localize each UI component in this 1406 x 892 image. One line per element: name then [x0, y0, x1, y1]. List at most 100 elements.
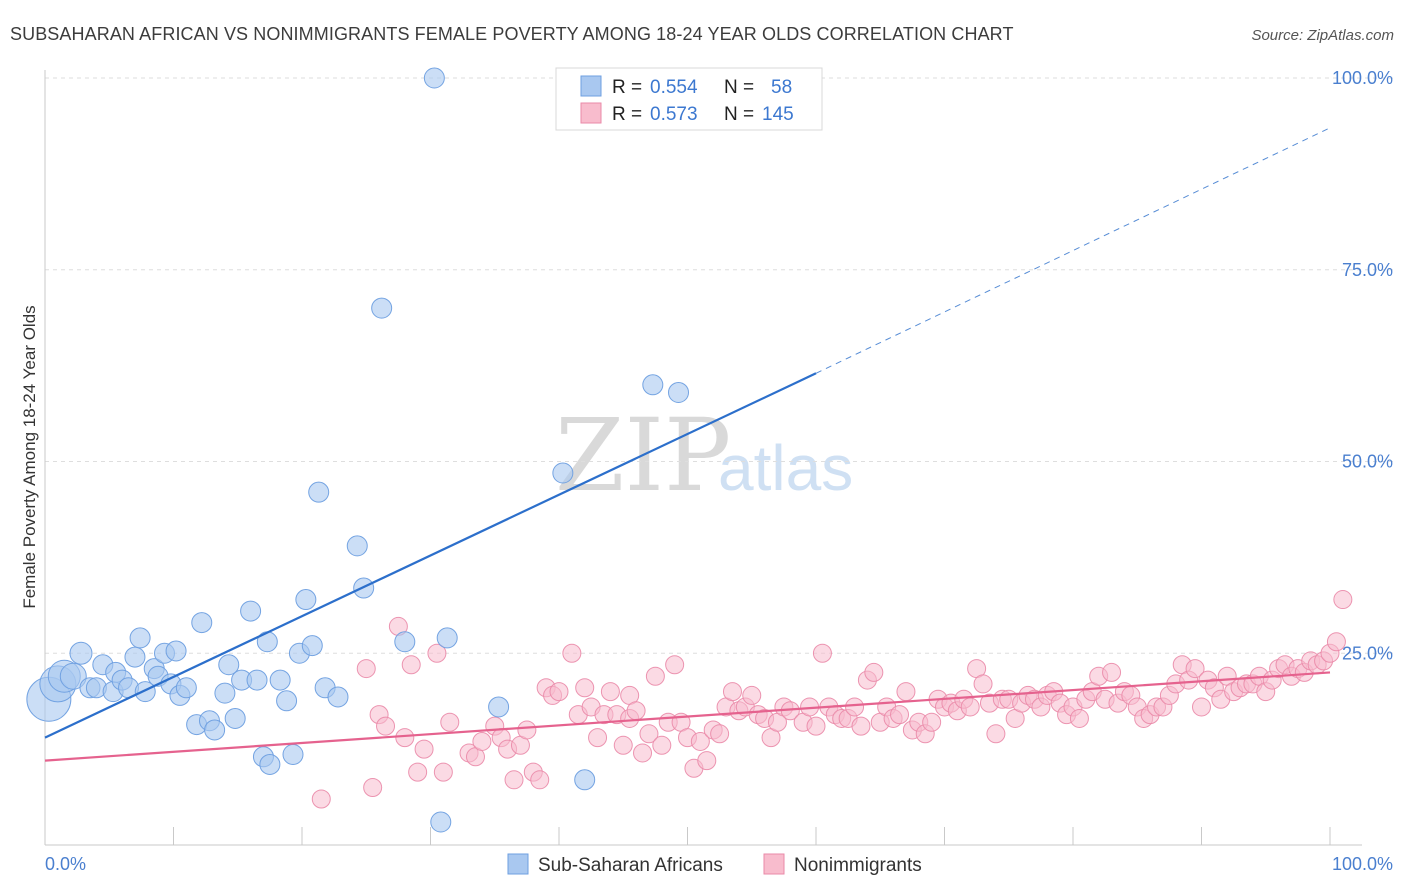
point-sub-saharan-54: [642, 374, 664, 396]
point-sub-saharan-46: [371, 297, 393, 319]
point-nonimmigrants-71: [845, 697, 865, 717]
point-sub-saharan-35: [269, 669, 291, 691]
point-nonimmigrants-83: [922, 712, 942, 732]
point-nonimmigrants-125: [1192, 697, 1211, 717]
point-sub-saharan-14: [134, 681, 156, 703]
point-sub-saharan-4: [69, 641, 93, 665]
legend-r-label-pink: R =: [612, 104, 642, 125]
point-nonimmigrants-21: [517, 720, 537, 740]
point-nonimmigrants-93: [986, 724, 1006, 744]
gridlines: [45, 77, 1393, 654]
bottom-legend-swatch-pink: [763, 853, 785, 875]
point-nonimmigrants-49: [697, 751, 717, 771]
point-nonimmigrants-66: [812, 643, 832, 663]
trendline-nonimmigrants: [44, 671, 1331, 762]
x-tick-label-max: 100.0%: [1332, 854, 1393, 874]
point-nonimmigrants-56: [742, 685, 762, 705]
point-nonimmigrants-33: [600, 682, 620, 702]
point-nonimmigrants-51: [710, 724, 730, 744]
bottom-legend-label-blue: Sub-Saharan Africans: [538, 855, 723, 876]
series-nonimmigrants: [311, 590, 1353, 809]
series-legend: Sub-Saharan Africans Nonimmigrants: [507, 853, 922, 876]
point-sub-saharan-26: [214, 682, 236, 704]
legend-n-value-pink: 145: [762, 104, 794, 125]
point-sub-saharan-48: [423, 67, 445, 89]
point-nonimmigrants-15: [472, 731, 492, 751]
legend-n-value-blue: 58: [771, 77, 792, 98]
point-nonimmigrants-0: [311, 789, 331, 809]
point-sub-saharan-47: [394, 631, 416, 653]
point-sub-saharan-52: [552, 462, 574, 484]
point-nonimmigrants-42: [652, 735, 672, 755]
point-sub-saharan-12: [124, 646, 146, 668]
point-sub-saharan-41: [308, 481, 330, 503]
chart-title: SUBSAHARAN AFRICAN VS NONIMMIGRANTS FEMA…: [10, 24, 1014, 44]
point-sub-saharan-34: [259, 753, 281, 775]
stats-legend: R = 0.554 N = 58 R = 0.573 N = 145: [555, 67, 823, 131]
point-nonimmigrants-78: [890, 705, 910, 725]
y-tick-label-25: 25.0%: [1342, 643, 1393, 663]
point-nonimmigrants-53: [722, 682, 742, 702]
point-nonimmigrants-35: [613, 735, 633, 755]
series-sub-saharan-africans: [26, 67, 818, 833]
point-nonimmigrants-74: [864, 662, 884, 682]
point-nonimmigrants-91: [973, 674, 993, 694]
point-sub-saharan-36: [276, 690, 298, 712]
trendlines: [44, 127, 1331, 762]
point-nonimmigrants-8: [408, 762, 428, 782]
point-sub-saharan-25: [204, 719, 226, 741]
legend-r-label-blue: R =: [612, 77, 642, 98]
point-sub-saharan-51: [488, 696, 510, 718]
point-nonimmigrants-26: [549, 682, 569, 702]
point-sub-saharan-55: [668, 381, 690, 403]
point-sub-saharan-3: [59, 662, 87, 690]
point-sub-saharan-28: [224, 707, 246, 729]
point-sub-saharan-53: [574, 769, 596, 791]
point-sub-saharan-39: [295, 589, 317, 611]
point-nonimmigrants-147: [1333, 590, 1353, 610]
point-sub-saharan-40: [301, 635, 323, 657]
point-nonimmigrants-79: [896, 682, 916, 702]
point-nonimmigrants-29: [575, 678, 595, 698]
point-sub-saharan-23: [191, 612, 213, 634]
point-nonimmigrants-23: [530, 770, 550, 790]
point-nonimmigrants-111: [1102, 662, 1122, 682]
y-tick-label-50: 50.0%: [1342, 452, 1393, 472]
point-nonimmigrants-19: [504, 770, 524, 790]
point-nonimmigrants-2: [363, 777, 383, 797]
point-nonimmigrants-65: [806, 716, 826, 736]
point-sub-saharan-27: [218, 654, 240, 676]
point-nonimmigrants-9: [414, 739, 434, 759]
point-nonimmigrants-27: [562, 643, 582, 663]
x-ticks: [44, 827, 1331, 845]
point-nonimmigrants-48: [690, 731, 710, 751]
chart-source: Source: ZipAtlas.com: [1251, 27, 1394, 44]
legend-swatch-blue: [580, 75, 602, 97]
point-sub-saharan-21: [175, 677, 197, 699]
point-nonimmigrants-7: [401, 655, 421, 675]
point-sub-saharan-19: [165, 640, 187, 662]
point-nonimmigrants-124: [1185, 659, 1205, 679]
point-nonimmigrants-40: [639, 724, 659, 744]
point-nonimmigrants-106: [1069, 708, 1089, 728]
point-nonimmigrants-41: [645, 666, 665, 686]
point-nonimmigrants-11: [433, 762, 453, 782]
point-nonimmigrants-39: [633, 743, 653, 763]
y-tick-label-75: 75.0%: [1342, 260, 1393, 280]
legend-n-label-pink: N =: [724, 104, 754, 125]
point-nonimmigrants-31: [588, 728, 608, 748]
y-tick-labels: 25.0% 50.0% 75.0% 100.0%: [1332, 68, 1393, 663]
y-tick-label-100: 100.0%: [1332, 68, 1393, 88]
point-sub-saharan-44: [346, 535, 368, 557]
trendline-sub-saharan-extension: [815, 127, 1331, 374]
watermark-atlas: atlas: [718, 432, 853, 504]
x-tick-label-min: 0.0%: [45, 854, 86, 874]
legend-r-value-blue: 0.554: [650, 77, 698, 98]
point-nonimmigrants-12: [440, 712, 460, 732]
point-nonimmigrants-89: [960, 697, 980, 717]
point-nonimmigrants-44: [665, 655, 685, 675]
point-sub-saharan-31: [246, 669, 268, 691]
point-sub-saharan-13: [129, 627, 151, 649]
point-nonimmigrants-146: [1326, 632, 1346, 652]
